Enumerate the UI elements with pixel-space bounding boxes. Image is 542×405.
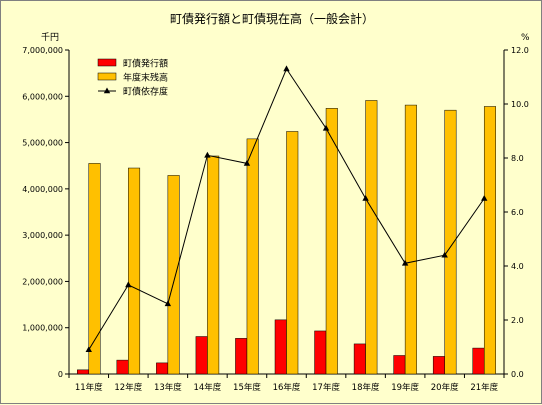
legend-label: 町債依存度: [123, 86, 168, 98]
bar-balance: [128, 167, 141, 375]
bar-issuance: [472, 347, 485, 375]
bar-issuance: [116, 359, 129, 375]
bar-balance: [286, 131, 299, 375]
bar-issuance: [432, 356, 445, 375]
x-tick-label: 12年度: [114, 382, 142, 393]
x-tick-label: 17年度: [312, 382, 340, 393]
bar-issuance: [314, 330, 327, 375]
right-tick-label: 6.0: [511, 208, 524, 217]
x-tick-label: 20年度: [431, 382, 459, 393]
dependency-point: [85, 346, 92, 352]
right-tick-label: 0.0: [511, 370, 524, 379]
dependency-point: [164, 300, 172, 307]
legend-label: 町債発行額: [123, 58, 168, 70]
axes: 0 1,000,000 2,000,000 3,000,000 4,000,000 5,0…: [22, 46, 529, 393]
dependency-point: [481, 195, 488, 201]
left-tick-label: 2,000,000: [22, 277, 63, 286]
dependency-point: [441, 251, 448, 258]
right-tick-label: 10.0: [511, 100, 529, 109]
bars: [77, 100, 496, 375]
bar-balance: [325, 108, 338, 375]
x-tick-label: 16年度: [273, 382, 301, 393]
x-tick-label: 21年度: [470, 382, 498, 393]
left-axis-unit: 千円: [41, 32, 59, 43]
dependency-point: [283, 65, 290, 72]
dependency-point: [322, 124, 330, 131]
bar-issuance: [156, 362, 169, 375]
left-tick-label: 7,000,000: [22, 46, 63, 55]
bar-balance: [167, 175, 180, 375]
legend-swatch-marker: [103, 87, 111, 94]
right-tick-label: 8.0: [511, 154, 524, 163]
bar-issuance: [393, 355, 406, 375]
right-axis-unit: %: [521, 33, 530, 43]
bar-balance: [483, 106, 496, 375]
dependency-point: [401, 259, 409, 266]
bar-balance: [365, 100, 378, 375]
left-tick-label: 0: [58, 370, 63, 379]
legend-swatch-issuance: [97, 58, 117, 67]
x-tick-label: 18年度: [352, 382, 380, 393]
right-tick-label: 4.0: [511, 262, 524, 271]
bar-balance: [246, 138, 259, 375]
bar-balance: [444, 109, 457, 375]
right-tick-label: 2.0: [511, 316, 524, 325]
right-tick-label: 12.0: [511, 46, 529, 55]
dependency-point: [204, 151, 211, 158]
x-tick-label: 19年度: [391, 382, 419, 393]
bar-issuance: [353, 343, 366, 375]
bar-issuance: [195, 336, 208, 375]
legend-swatch-balance: [97, 72, 117, 81]
chart-title: 町債発行額と町債現在高（一般会計）: [170, 11, 374, 26]
bar-issuance: [77, 369, 90, 375]
dependency-line: [85, 65, 488, 352]
left-tick-label: 3,000,000: [22, 231, 63, 240]
bar-issuance: [274, 319, 287, 375]
dependency-point: [125, 281, 132, 288]
bar-balance: [88, 163, 101, 375]
bar-balance: [404, 104, 417, 375]
left-tick-label: 6,000,000: [22, 92, 63, 101]
bar-issuance: [235, 338, 248, 375]
left-tick-label: 4,000,000: [22, 185, 63, 194]
bar-balance: [207, 155, 220, 375]
dependency-point: [362, 195, 369, 201]
x-tick-label: 11年度: [75, 382, 103, 393]
left-tick-label: 1,000,000: [22, 324, 63, 333]
x-tick-label: 15年度: [233, 382, 261, 393]
legend-label: 年度末残高: [123, 72, 168, 84]
left-tick-label: 5,000,000: [22, 139, 63, 148]
dependency-point: [243, 159, 251, 166]
x-tick-label: 13年度: [154, 382, 182, 393]
x-tick-label: 14年度: [193, 382, 221, 393]
